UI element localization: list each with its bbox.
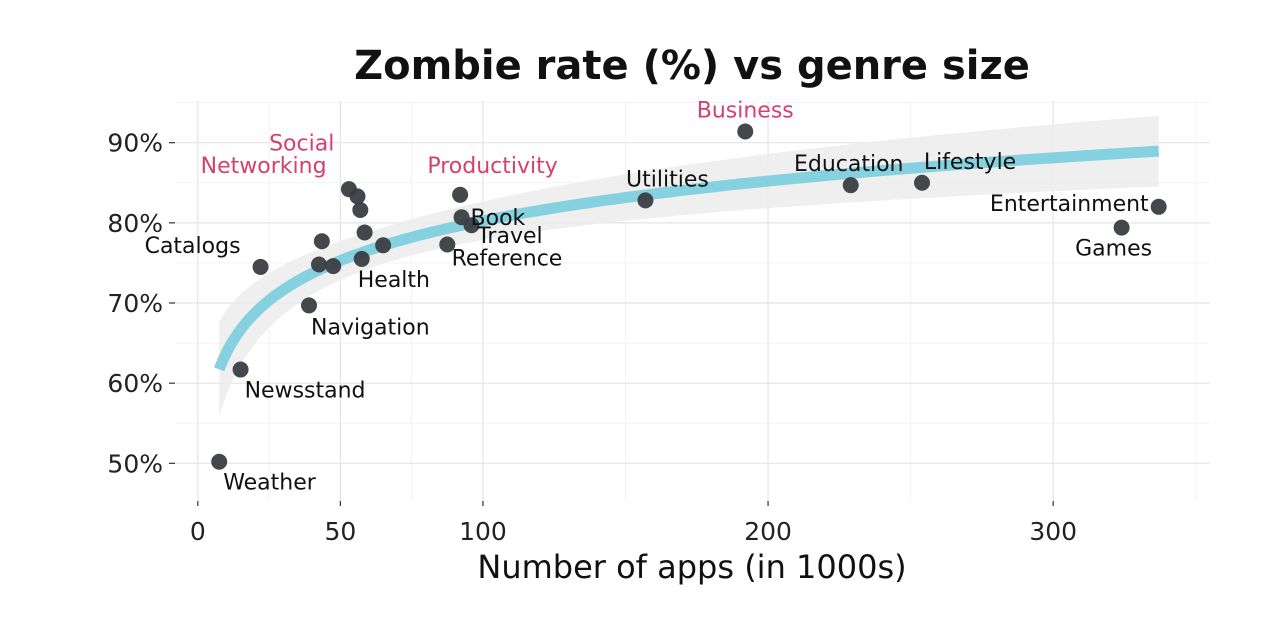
point-label: Newsstand [245, 379, 366, 404]
data-point [463, 217, 480, 234]
data-point [1113, 219, 1130, 236]
annotation-label: Networking [201, 154, 327, 179]
data-point [325, 258, 342, 275]
point-label: Weather [223, 471, 317, 496]
data-point [1150, 198, 1167, 215]
x-tick-label: 300 [1029, 517, 1077, 546]
y-tick-label: 80% [107, 209, 163, 238]
data-point [914, 174, 931, 191]
data-point [452, 186, 469, 203]
data-point [356, 224, 373, 241]
trend-line [214, 145, 1160, 374]
point-label: Book [471, 206, 526, 231]
x-axis-ticks: 0 50 100 200 300 [190, 501, 1077, 546]
data-point [842, 177, 859, 194]
data-points [211, 123, 1167, 470]
x-tick-label: 200 [744, 517, 792, 546]
y-tick-label: 70% [107, 289, 163, 318]
data-point [353, 250, 370, 267]
data-point [232, 361, 249, 378]
data-point [737, 123, 754, 140]
y-tick-label: 50% [107, 449, 163, 478]
x-tick-label: 100 [459, 517, 507, 546]
point-label: Education [794, 152, 904, 177]
point-label: Navigation [311, 315, 430, 340]
data-point [252, 258, 269, 275]
data-point [352, 202, 369, 219]
point-label: Business [697, 98, 794, 123]
data-point [301, 297, 318, 314]
x-tick-label: 0 [190, 517, 206, 546]
y-axis-ticks: 50% 60% 70% 80% 90% [107, 129, 175, 478]
annotation-label: Social [269, 132, 334, 157]
point-label: Entertainment [990, 192, 1149, 217]
point-label: Catalogs [145, 234, 241, 259]
x-tick-label: 50 [324, 517, 356, 546]
data-point [439, 236, 456, 253]
point-label: Utilities [626, 167, 709, 192]
point-label: Lifestyle [924, 150, 1016, 175]
confidence-band [219, 115, 1159, 418]
point-labels: Weather Newsstand Catalogs Navigation Health… [145, 98, 1153, 495]
x-axis-title: Number of apps (in 1000s) [477, 548, 906, 586]
chart-title: Zombie rate (%) vs genre size [354, 43, 1030, 89]
data-point [375, 237, 392, 254]
data-point [313, 233, 330, 250]
point-label: Health [358, 268, 430, 293]
annotation-label: Travel [476, 224, 542, 249]
data-point [637, 192, 654, 209]
data-point [211, 453, 228, 470]
y-tick-label: 60% [107, 369, 163, 398]
y-tick-label: 90% [107, 129, 163, 158]
annotation-label: Reference [452, 246, 563, 271]
point-label: Games [1075, 237, 1152, 262]
data-point [310, 256, 327, 273]
data-point [349, 188, 366, 205]
annotation-label: Productivity [427, 154, 557, 179]
